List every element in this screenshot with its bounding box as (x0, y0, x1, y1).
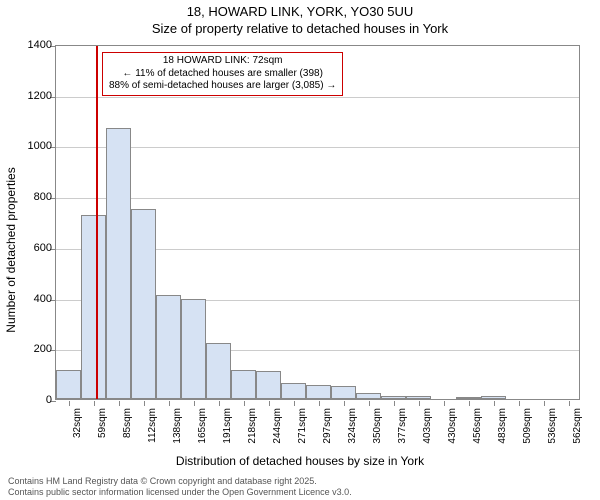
annotation-box: 18 HOWARD LINK: 72sqm ← 11% of detached … (102, 52, 343, 96)
x-tick (94, 401, 95, 406)
x-tick (419, 401, 420, 406)
x-tick (69, 401, 70, 406)
grid-line (56, 198, 579, 199)
property-marker-line (96, 46, 98, 399)
footer-line2: Contains public sector information licen… (8, 487, 352, 498)
annotation-line1: 18 HOWARD LINK: 72sqm (109, 55, 336, 68)
x-tick-label: 112sqm (147, 408, 158, 458)
grid-line (56, 97, 579, 98)
x-tick-label: 271sqm (297, 408, 308, 458)
x-tick-label: 244sqm (272, 408, 283, 458)
title-line2: Size of property relative to detached ho… (0, 21, 600, 38)
histogram-bar (481, 396, 506, 399)
histogram-bar (356, 393, 381, 399)
histogram-bar (331, 386, 356, 399)
y-tick-label: 0 (12, 394, 52, 406)
histogram-bar (231, 370, 256, 399)
x-tick (519, 401, 520, 406)
y-tick-label: 1000 (12, 140, 52, 152)
x-tick (394, 401, 395, 406)
x-tick (319, 401, 320, 406)
plot-area: 18 HOWARD LINK: 72sqm ← 11% of detached … (55, 45, 580, 400)
chart-title: 18, HOWARD LINK, YORK, YO30 5UU Size of … (0, 4, 600, 38)
x-tick-label: 456sqm (472, 408, 483, 458)
x-tick (244, 401, 245, 406)
x-tick-label: 85sqm (122, 408, 133, 458)
x-tick (569, 401, 570, 406)
x-tick (219, 401, 220, 406)
x-tick (294, 401, 295, 406)
histogram-bar (181, 299, 206, 399)
x-tick (444, 401, 445, 406)
x-tick-label: 483sqm (497, 408, 508, 458)
histogram-bar (156, 295, 181, 399)
x-tick-label: 297sqm (322, 408, 333, 458)
annotation-line3: 88% of semi-detached houses are larger (… (109, 80, 336, 93)
x-tick (369, 401, 370, 406)
x-tick (469, 401, 470, 406)
y-tick-label: 400 (12, 293, 52, 305)
y-tick-label: 200 (12, 343, 52, 355)
x-tick-label: 509sqm (522, 408, 533, 458)
y-tick-label: 800 (12, 191, 52, 203)
histogram-bar (456, 397, 481, 399)
x-tick (494, 401, 495, 406)
x-tick-label: 59sqm (97, 408, 108, 458)
histogram-bar (381, 396, 406, 399)
footer-line1: Contains HM Land Registry data © Crown c… (8, 476, 352, 487)
x-tick-label: 324sqm (347, 408, 358, 458)
histogram-bar (306, 385, 331, 399)
y-tick-label: 1200 (12, 90, 52, 102)
x-tick (344, 401, 345, 406)
x-tick-label: 536sqm (547, 408, 558, 458)
x-tick (194, 401, 195, 406)
x-tick-label: 350sqm (372, 408, 383, 458)
x-tick-label: 403sqm (422, 408, 433, 458)
histogram-bar (281, 383, 306, 399)
y-tick-label: 600 (12, 242, 52, 254)
histogram-bar (206, 343, 231, 399)
histogram-bar (406, 396, 431, 399)
x-tick (269, 401, 270, 406)
y-tick-label: 1400 (12, 39, 52, 51)
histogram-bar (106, 128, 131, 399)
x-tick (144, 401, 145, 406)
x-tick-label: 32sqm (72, 408, 83, 458)
x-tick (169, 401, 170, 406)
title-line1: 18, HOWARD LINK, YORK, YO30 5UU (0, 4, 600, 21)
footer: Contains HM Land Registry data © Crown c… (8, 476, 352, 499)
annotation-line2: ← 11% of detached houses are smaller (39… (109, 68, 336, 81)
x-tick (544, 401, 545, 406)
x-tick-label: 191sqm (222, 408, 233, 458)
x-tick-label: 562sqm (572, 408, 583, 458)
x-tick-label: 430sqm (447, 408, 458, 458)
x-tick-label: 377sqm (397, 408, 408, 458)
x-tick-label: 165sqm (197, 408, 208, 458)
histogram-bar (256, 371, 281, 399)
grid-line (56, 147, 579, 148)
x-tick (119, 401, 120, 406)
histogram-bar (81, 215, 106, 399)
histogram-bar (56, 370, 81, 399)
x-tick-label: 218sqm (247, 408, 258, 458)
histogram-bar (131, 209, 156, 399)
x-tick-label: 138sqm (172, 408, 183, 458)
